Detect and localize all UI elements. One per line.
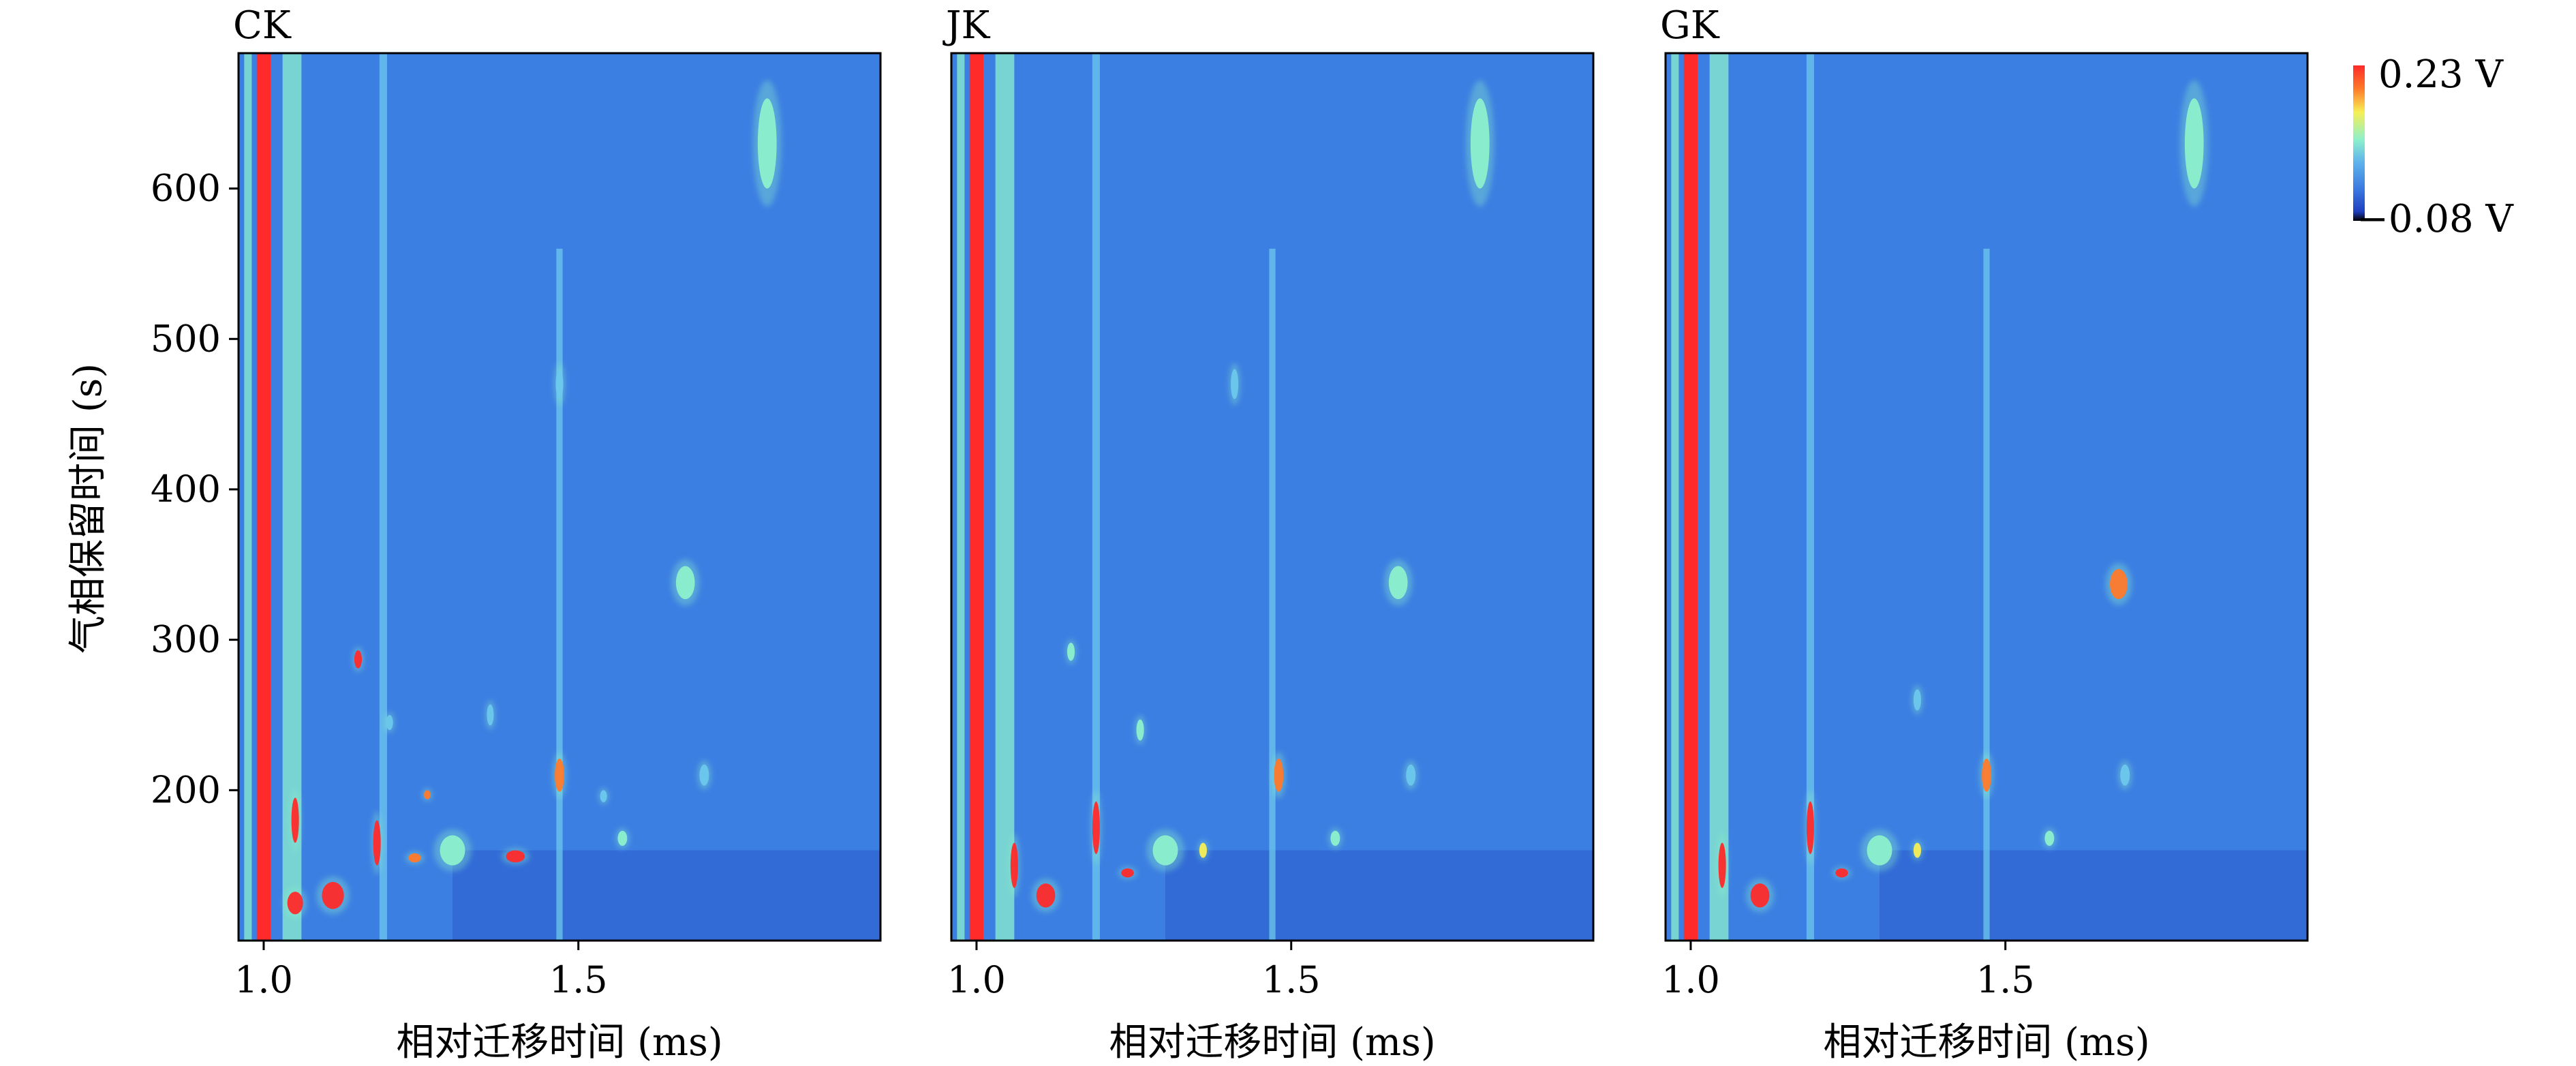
signal-band <box>256 53 271 941</box>
y-tick-label: 600 <box>151 167 221 210</box>
panel-gk: GK 1.0 1.5 相对迁移时间 (ms) <box>1660 3 2309 1065</box>
peak-spot <box>1274 758 1284 792</box>
peak-spot <box>373 820 381 866</box>
peak-spot <box>1718 842 1726 888</box>
peak-spot <box>440 835 465 866</box>
x-tick-label: 1.5 <box>549 958 608 1001</box>
signal-band <box>282 53 302 941</box>
peak-spot <box>600 790 607 802</box>
peak-spot <box>555 369 564 399</box>
colorbar: 0.23 V −0.08 V <box>2353 52 2514 241</box>
peak-spot <box>1835 868 1848 878</box>
plot-area <box>1666 53 2307 941</box>
background-strip <box>1880 850 2307 941</box>
peak-spot <box>1010 842 1018 888</box>
signal-band <box>1983 248 1990 941</box>
panel-jk: JK 1.0 1.5 相对迁移时间 (ms) <box>942 3 1595 1065</box>
x-tick-label: 1.0 <box>947 958 1006 1001</box>
x-tick-label: 1.5 <box>1262 958 1321 1001</box>
y-tick-label: 200 <box>151 768 221 811</box>
plot-frame <box>1664 52 2309 942</box>
colorbar-min-label: −0.08 V <box>2357 197 2514 241</box>
signal-band <box>1092 53 1100 941</box>
peak-spot <box>555 758 564 792</box>
peak-spot <box>1913 689 1921 711</box>
peak-spot <box>408 853 421 863</box>
peak-spot <box>354 650 363 669</box>
signal-band <box>957 53 965 941</box>
background-strip <box>453 850 880 941</box>
peak-spot <box>1406 764 1416 786</box>
peak-spot <box>2110 568 2128 600</box>
peak-spot <box>1152 835 1178 866</box>
peak-spot <box>2184 98 2204 189</box>
panel-title: CK <box>233 3 292 48</box>
panel-title: JK <box>942 3 990 48</box>
background-strip <box>1165 850 1593 941</box>
peak-spot <box>1806 801 1814 855</box>
plot-frame <box>237 52 882 942</box>
peak-spot <box>2044 830 2055 846</box>
y-axis-title: 气相保留时间 (s) <box>66 363 110 654</box>
peak-spot <box>617 830 628 846</box>
peak-spot <box>1231 369 1239 399</box>
signal-band <box>995 53 1015 941</box>
panel-title: GK <box>1660 3 1720 48</box>
plot-area <box>239 53 880 941</box>
peak-spot <box>1121 868 1134 878</box>
peak-spot <box>1867 835 1892 866</box>
peak-spot <box>699 764 709 786</box>
signal-band <box>1671 53 1679 941</box>
peak-spot <box>1750 883 1770 908</box>
peak-spot <box>487 704 494 726</box>
signal-band <box>244 53 252 941</box>
peak-spot <box>1036 883 1056 908</box>
signal-band <box>379 53 387 941</box>
peak-spot <box>506 850 525 863</box>
peak-spot <box>1199 842 1207 858</box>
peak-spot <box>291 797 299 843</box>
peak-spot <box>1470 98 1490 189</box>
signal-band <box>1269 248 1276 941</box>
x-axis-title: 相对迁移时间 (ms) <box>1109 1020 1435 1065</box>
x-tick-label: 1.0 <box>234 958 293 1001</box>
signal-band <box>556 248 563 941</box>
peak-spot <box>386 714 393 731</box>
x-axis-title: 相对迁移时间 (ms) <box>396 1020 722 1065</box>
x-axis-title: 相对迁移时间 (ms) <box>1823 1020 2149 1065</box>
y-tick-label: 300 <box>151 618 221 661</box>
peak-spot <box>2120 764 2130 786</box>
y-tick-label: 500 <box>151 317 221 360</box>
peak-spot <box>424 790 431 800</box>
x-tick-label: 1.0 <box>1661 958 1720 1001</box>
peak-spot <box>675 566 695 600</box>
panel-ck: CK 1.0 1.5 相对迁移时间 (ms) 200 300 400 500 600 <box>151 3 882 1065</box>
peak-spot <box>1092 801 1100 855</box>
peak-spot <box>287 892 303 915</box>
peak-spot <box>322 881 344 909</box>
peak-spot <box>1330 830 1340 846</box>
peak-spot <box>757 98 777 189</box>
colorbar-max-label: 0.23 V <box>2378 52 2504 97</box>
x-tick-label: 1.5 <box>1976 958 2035 1001</box>
signal-band <box>1709 53 1729 941</box>
plot-frame <box>950 52 1595 942</box>
y-tick-label: 400 <box>151 468 221 511</box>
signal-band <box>1806 53 1814 941</box>
peak-spot <box>1913 842 1921 858</box>
signal-band <box>1683 53 1698 941</box>
peak-spot <box>1982 758 1991 792</box>
plot-area <box>951 53 1593 941</box>
signal-band <box>969 53 984 941</box>
peak-spot <box>1388 566 1408 600</box>
colorbar-gradient <box>2353 65 2365 221</box>
peak-spot <box>1067 643 1075 661</box>
peak-spot <box>1136 719 1144 741</box>
